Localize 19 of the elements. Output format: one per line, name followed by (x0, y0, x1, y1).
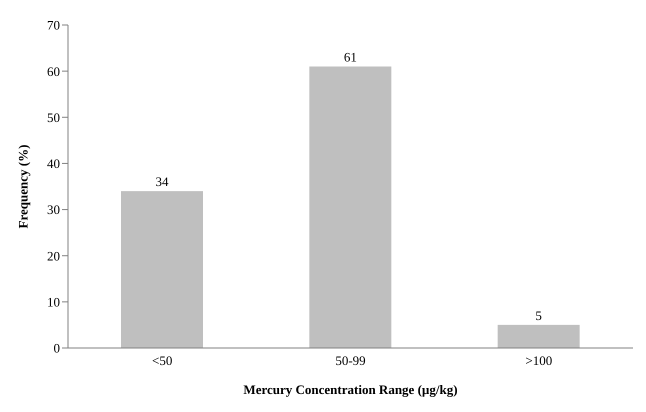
x-tick-label: >100 (525, 353, 552, 368)
y-tick-label: 70 (47, 18, 60, 33)
bar (309, 66, 392, 348)
y-axis-title: Frequency (%) (16, 144, 31, 228)
y-tick-label: 10 (47, 294, 60, 310)
x-tick-label: 50-99 (335, 353, 366, 368)
y-tick-label: 20 (47, 248, 60, 264)
y-tick-label: 60 (47, 64, 60, 79)
x-axis-title: Mercury Concentration Range (µg/kg) (243, 382, 458, 397)
x-tick-label: <50 (152, 353, 172, 368)
data-label: 5 (535, 308, 542, 323)
bar (498, 324, 580, 348)
y-tick-label: 50 (47, 110, 60, 125)
y-tick-label: 30 (47, 202, 60, 218)
data-label: 61 (344, 50, 357, 65)
bar (121, 191, 203, 348)
y-tick-label: 0 (54, 340, 60, 356)
data-label: 34 (156, 174, 169, 190)
y-tick-label: 40 (47, 156, 60, 172)
